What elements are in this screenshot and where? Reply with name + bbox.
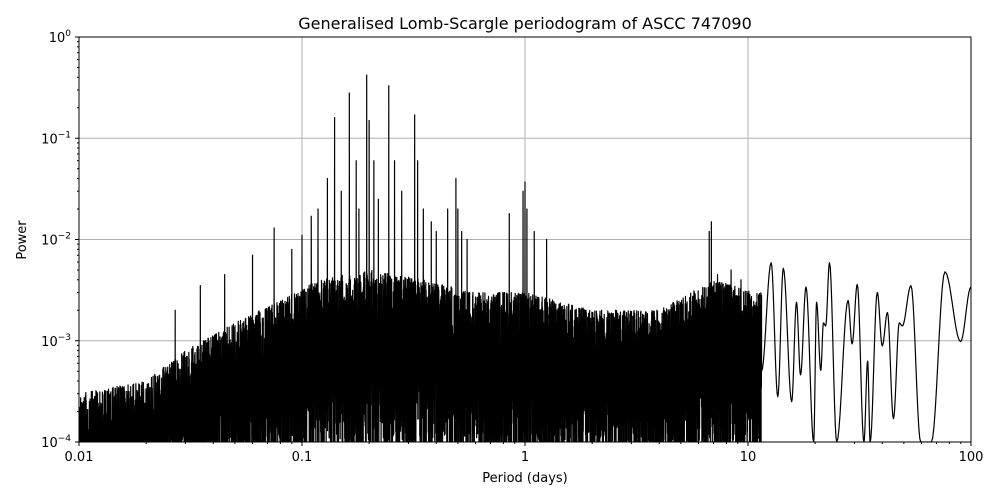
- y-axis-label: Power: [15, 220, 30, 260]
- x-tick-label: 0.1: [292, 450, 313, 465]
- axis-ticks: 0.01 0.1 1 10 100 10−4 10−3 10−2 10−1 100: [41, 29, 983, 465]
- y-tick-label: 10−2: [41, 232, 71, 249]
- x-tick-label: 10: [740, 450, 757, 465]
- y-tick-label: 10−3: [41, 333, 71, 350]
- y-tick-label: 100: [49, 29, 72, 46]
- y-tick-label: 10−4: [41, 434, 71, 451]
- x-axis-label: Period (days): [482, 471, 568, 486]
- chart-title: Generalised Lomb-Scargle periodogram of …: [298, 14, 752, 33]
- power-series-line: [79, 74, 971, 442]
- x-tick-label: 0.01: [65, 450, 94, 465]
- y-tick-label: 10−1: [41, 130, 71, 147]
- x-tick-label: 100: [959, 450, 984, 465]
- x-tick-label: 1: [521, 450, 529, 465]
